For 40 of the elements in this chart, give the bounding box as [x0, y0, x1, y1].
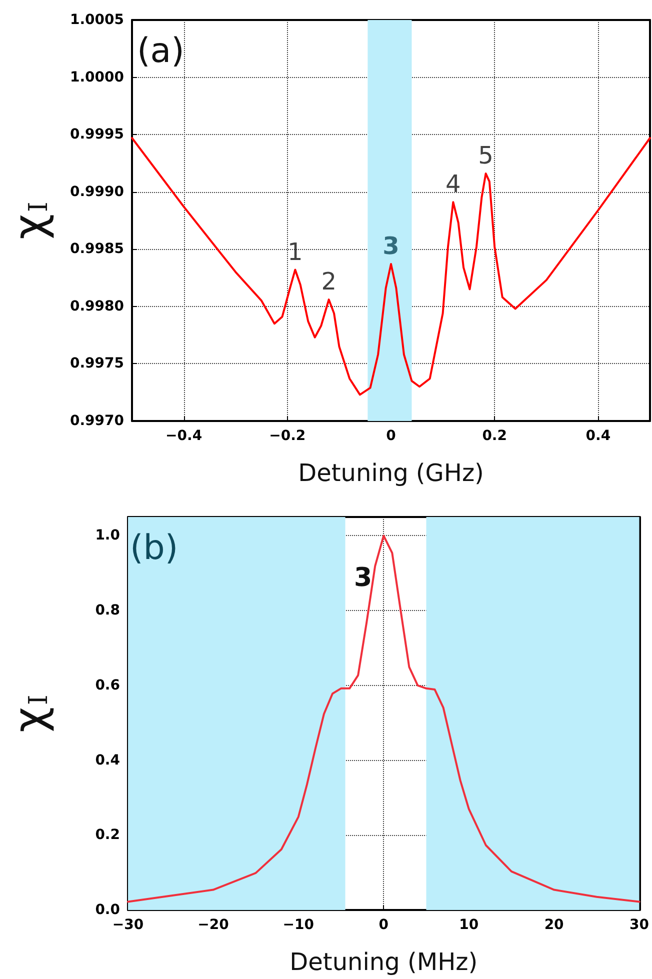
annotation: 1: [288, 238, 303, 266]
x-tick-label: 30: [630, 917, 650, 933]
x-tick-label: 0: [378, 917, 389, 933]
y-tick-label: 1.0005: [70, 12, 124, 28]
x-tick-label: 20: [544, 917, 564, 933]
annotation: (b): [130, 528, 178, 568]
y-axis-title: χI: [4, 694, 56, 732]
x-axis-title: Detuning (MHz): [290, 948, 478, 976]
annotation: 5: [478, 142, 494, 170]
x-tick-label: 0: [386, 428, 396, 444]
y-tick-label: 1.0000: [70, 69, 124, 86]
x-tick-label: −0.4: [166, 428, 202, 444]
x-tick-label: −30: [112, 917, 144, 933]
y-tick-label: 1.0: [95, 528, 120, 544]
annotation: 3: [354, 563, 372, 593]
y-tick-label: 0.4: [95, 752, 120, 768]
x-tick-label: 0.2: [482, 428, 508, 444]
y-tick-label: 0.9990: [70, 184, 124, 200]
line-series: [131, 137, 651, 396]
y-tick-label: 0.6: [95, 677, 120, 694]
y-tick-label: 0.9995: [70, 126, 124, 143]
x-axis-title: Detuning (GHz): [298, 459, 484, 487]
annotation: 2: [321, 268, 336, 296]
annotation: 4: [446, 170, 461, 198]
annotation: 3: [382, 232, 400, 260]
x-tick-label: 0.4: [586, 428, 611, 444]
y-tick-label: 0.9985: [70, 241, 124, 258]
y-tick-label: 0.8: [95, 602, 120, 619]
x-tick-label: −20: [198, 917, 230, 933]
y-tick-label: 0.9970: [70, 413, 124, 429]
x-tick-label: 10: [459, 917, 479, 933]
y-tick-label: 0.9975: [70, 356, 124, 372]
y-tick-label: 0.0: [95, 902, 120, 918]
line-series: [127, 534, 640, 903]
y-axis-title: χI: [4, 202, 56, 240]
y-tick-label: 0.9980: [70, 298, 124, 314]
annotation: (a): [137, 31, 184, 71]
x-tick-label: −10: [282, 917, 314, 933]
y-tick-label: 0.2: [95, 827, 120, 844]
x-tick-label: −0.2: [269, 428, 306, 444]
